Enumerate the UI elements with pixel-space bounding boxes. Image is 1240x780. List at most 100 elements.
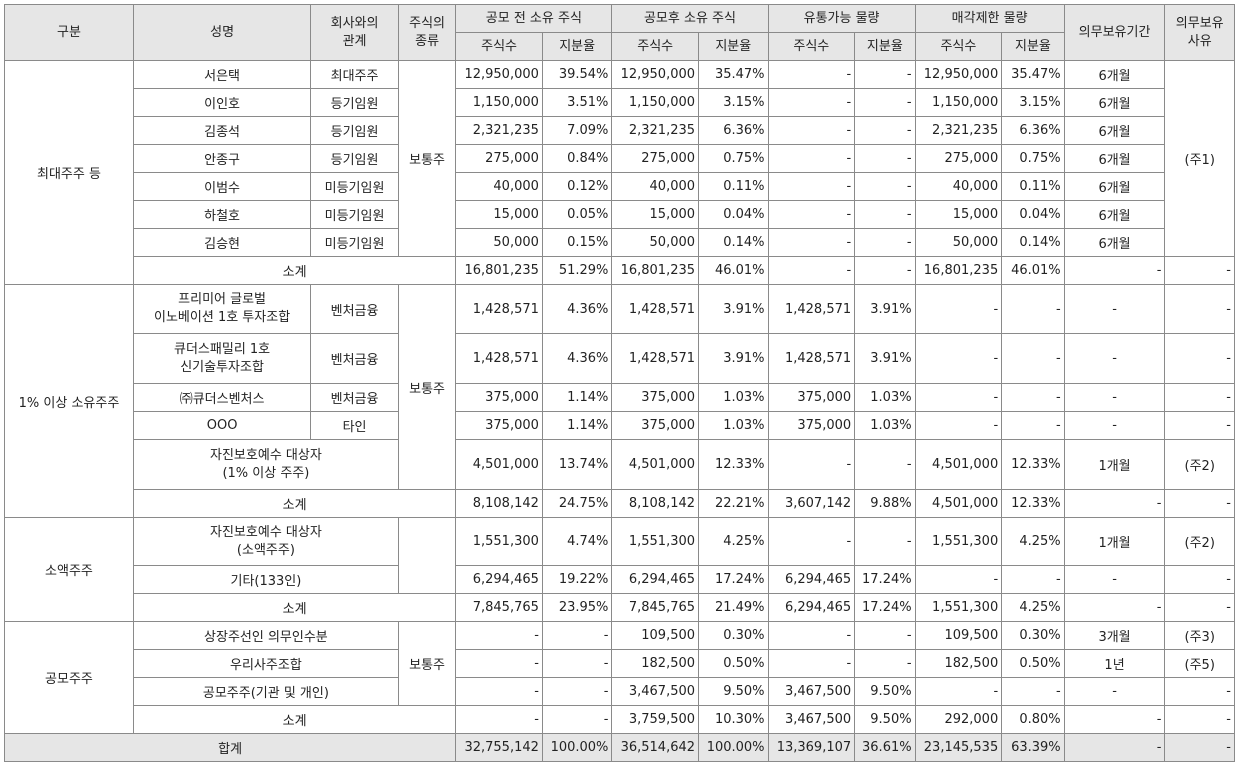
name-cell: 자진보호예수 대상자 (소액주주) (132, 517, 399, 566)
period-cell: 1개월 (1063, 439, 1166, 490)
post-ipo-ratio: 0.50% (698, 649, 769, 678)
relation-cell: 미등기임원 (310, 172, 399, 201)
post-ipo-ratio: 1.03% (698, 411, 769, 440)
restricted-ratio: 0.14% (1001, 228, 1065, 257)
category-cell: 최대주주 등 (4, 60, 134, 285)
post-ipo-shares: 3,467,500 (611, 677, 700, 706)
post-ipo-ratio: 0.11% (698, 172, 769, 201)
restricted-shares: 292,000 (914, 705, 1003, 734)
name-cell: 공모주주(기관 및 개인) (132, 677, 399, 706)
name-cell: 프리미어 글로벌 이노베이션 1호 투자조합 (132, 284, 312, 334)
pre-ipo-ratio: - (541, 705, 613, 734)
pre-ipo-ratio: 4.74% (541, 517, 613, 566)
subtotal-label: 소계 (132, 489, 457, 518)
restricted-ratio: 0.50% (1001, 649, 1065, 678)
name-cell: 안종구 (132, 144, 312, 173)
period-cell: 6개월 (1063, 88, 1166, 117)
name-cell: 상장주선인 의무인수분 (132, 621, 399, 650)
subtotal-label: 소계 (132, 593, 457, 622)
header-shares: 주식수 (611, 32, 700, 61)
header-ratio: 지분율 (541, 32, 613, 61)
pre-ipo-ratio: 3.51% (541, 88, 613, 117)
header-shares: 주식수 (914, 32, 1003, 61)
reason-cell: (주2) (1164, 439, 1235, 490)
tradable-ratio: 1.03% (854, 411, 916, 440)
tradable-shares: 6,294,465 (767, 593, 856, 622)
restricted-ratio: 0.80% (1001, 705, 1065, 734)
pre-ipo-ratio: 23.95% (541, 593, 613, 622)
relation-cell: 벤처금융 (310, 284, 399, 334)
post-ipo-shares: 375,000 (611, 383, 700, 412)
pre-ipo-shares: 50,000 (455, 228, 543, 257)
post-ipo-shares: 7,845,765 (611, 593, 700, 622)
post-ipo-ratio: 3.15% (698, 88, 769, 117)
post-ipo-ratio: 9.50% (698, 677, 769, 706)
tradable-shares: 375,000 (767, 383, 856, 412)
category-cell: 1% 이상 소유주주 (4, 284, 134, 518)
table-body: 최대주주 등 서은택 최대주주 보통주 12,950,000 39.54% 12,950,0… (3, 60, 1235, 762)
table-row: 1% 이상 소유주주 프리미어 글로벌 이노베이션 1호 투자조합 벤처금융 보통주 1… (4, 284, 1235, 518)
stock-type-cell: 보통주 (397, 60, 457, 257)
post-ipo-ratio: 0.14% (698, 228, 769, 257)
restricted-shares: - (914, 411, 1003, 440)
pre-ipo-shares: 1,428,571 (455, 333, 543, 384)
tradable-ratio: - (854, 439, 916, 490)
period-cell: 1년 (1063, 649, 1166, 678)
post-ipo-shares: 1,551,300 (611, 517, 700, 566)
table-row: 공모주주(기관 및 개인) - -3,467,500 9.50% 3,467,500 9.… (5, 677, 1235, 706)
post-ipo-shares: 182,500 (611, 649, 700, 678)
reason-cell: - (1164, 733, 1235, 762)
table-row: 이범수 미등기임원 40,000 0.12% 40,000 0.11% - -40,000 0.… (5, 172, 1235, 201)
subtotal-row: 소계 8,108,142 24.75% 8,108,142 22.21% 3,607,14… (5, 489, 1235, 518)
restricted-shares: 50,000 (914, 228, 1003, 257)
category-cell: 공모주주 (4, 621, 134, 734)
period-cell: - (1063, 565, 1166, 594)
restricted-ratio: 4.25% (1001, 593, 1065, 622)
name-cell: ㈜큐더스벤처스 (132, 383, 312, 412)
period-cell: - (1063, 256, 1166, 285)
pre-ipo-ratio: 7.09% (541, 116, 613, 145)
tradable-ratio: 9.50% (854, 705, 916, 734)
post-ipo-ratio: 3.91% (698, 333, 769, 384)
tradable-ratio: 36.61% (854, 733, 916, 762)
reason-cell: (주2) (1164, 517, 1235, 566)
pre-ipo-shares: 16,801,235 (455, 256, 543, 285)
tradable-ratio: 9.88% (854, 489, 916, 518)
relation-cell: 등기임원 (310, 116, 399, 145)
post-ipo-ratio: 46.01% (698, 256, 769, 285)
pre-ipo-ratio: - (541, 621, 613, 650)
restricted-ratio: 0.04% (1001, 200, 1065, 229)
tradable-shares: 6,294,465 (767, 565, 856, 594)
subtotal-row: 소계 - -3,759,500 10.30% 3,467,500 9.50% 292,000… (5, 705, 1235, 734)
period-cell: 3개월 (1063, 621, 1166, 650)
pre-ipo-shares: - (455, 705, 543, 734)
table-row: 김종석 등기임원 2,321,235 7.09% 2,321,235 6.36% - -2,3… (5, 116, 1235, 145)
stock-type-cell (397, 517, 457, 594)
table-row: 우리사주조합 - -182,500 0.50% - -182,500 0.50% 1년 (주5) (5, 649, 1235, 678)
period-cell: 6개월 (1063, 200, 1166, 229)
pre-ipo-shares: 12,950,000 (455, 60, 543, 89)
period-cell: 6개월 (1063, 116, 1166, 145)
tradable-ratio: 17.24% (854, 593, 916, 622)
tradable-ratio: 9.50% (854, 677, 916, 706)
tradable-shares: 375,000 (767, 411, 856, 440)
post-ipo-ratio: 0.75% (698, 144, 769, 173)
restricted-shares: 4,501,000 (914, 489, 1003, 518)
name-cell: 이범수 (132, 172, 312, 201)
table-row: 안종구 등기임원 275,000 0.84% 275,000 0.75% - -275,000… (5, 144, 1235, 173)
restricted-shares: 109,500 (914, 621, 1003, 650)
pre-ipo-ratio: 24.75% (541, 489, 613, 518)
tradable-shares: 3,607,142 (767, 489, 856, 518)
restricted-shares: 2,321,235 (914, 116, 1003, 145)
pre-ipo-shares: 15,000 (455, 200, 543, 229)
post-ipo-ratio: 3.91% (698, 284, 769, 334)
post-ipo-ratio: 4.25% (698, 517, 769, 566)
name-cell: 김승현 (132, 228, 312, 257)
relation-cell: 벤처금융 (310, 383, 399, 412)
post-ipo-ratio: 12.33% (698, 439, 769, 490)
table-row: 소액주주 자진보호예수 대상자 (소액주주) 1,551,300 4.74% 1,551… (4, 517, 1235, 622)
restricted-ratio: 4.25% (1001, 517, 1065, 566)
tradable-shares: - (767, 144, 856, 173)
post-ipo-ratio: 22.21% (698, 489, 769, 518)
tradable-shares: 3,467,500 (767, 677, 856, 706)
